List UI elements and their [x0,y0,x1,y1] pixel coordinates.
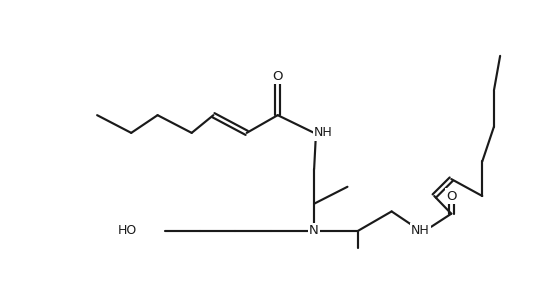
Text: NH: NH [314,126,333,139]
Text: HO: HO [118,224,137,237]
Text: O: O [446,190,456,202]
Text: NH: NH [411,224,430,237]
Text: N: N [309,224,319,237]
Text: O: O [273,70,283,83]
